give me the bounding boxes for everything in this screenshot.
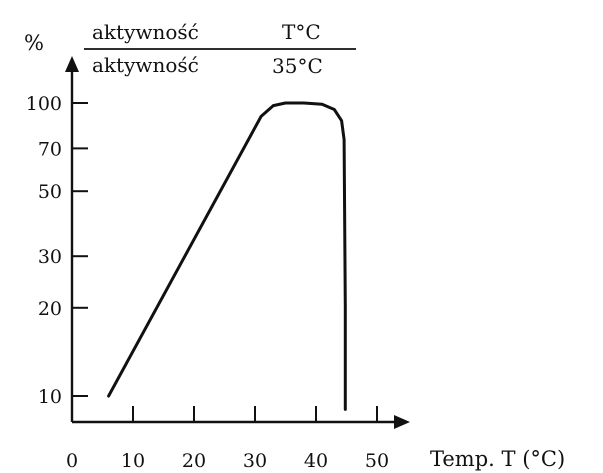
x-tick-label: 40 bbox=[304, 450, 328, 472]
data-point bbox=[107, 394, 110, 398]
data-point bbox=[259, 115, 263, 118]
data-point bbox=[344, 408, 347, 411]
x-axis-arrow bbox=[394, 415, 410, 429]
x-tick-label: 0 bbox=[66, 450, 78, 472]
x-axis-label: Temp. T (°C) bbox=[430, 447, 565, 471]
y-axis-label: % bbox=[24, 31, 44, 55]
fraction-denominator-right: 35°C bbox=[272, 54, 323, 78]
x-tick-label: 30 bbox=[243, 450, 267, 472]
x-tick-label: 10 bbox=[121, 450, 145, 472]
y-axis-arrow bbox=[65, 56, 79, 72]
y-tick-label: 100 bbox=[26, 93, 62, 115]
data-point bbox=[284, 101, 287, 105]
y-tick-label: 20 bbox=[38, 298, 62, 320]
y-tick-label: 30 bbox=[38, 246, 62, 268]
fraction-numerator-left: aktywność bbox=[92, 20, 199, 44]
data-point bbox=[272, 104, 275, 107]
series-line bbox=[107, 101, 347, 411]
x-tick-labels: 0 10 20 30 40 50 bbox=[66, 450, 389, 472]
data-point bbox=[333, 108, 336, 111]
x-tick-label: 50 bbox=[365, 450, 389, 472]
data-point bbox=[340, 119, 343, 122]
data-point bbox=[320, 103, 324, 106]
series-layer bbox=[107, 101, 347, 411]
y-tick-label: 10 bbox=[38, 386, 62, 408]
axes bbox=[65, 56, 410, 429]
fraction-denominator-left: aktywność bbox=[92, 53, 199, 77]
fraction-numerator-right: T°C bbox=[282, 20, 321, 44]
data-point bbox=[344, 306, 347, 309]
y-tick-label: 70 bbox=[38, 138, 62, 160]
data-point bbox=[342, 138, 346, 141]
y-axis-fraction-label: aktywność T°C aktywność 35°C bbox=[84, 20, 356, 78]
data-point bbox=[302, 101, 305, 105]
tick-marks bbox=[72, 102, 378, 422]
y-tick-labels: 10 20 30 50 70 100 bbox=[26, 93, 62, 408]
y-tick-label: 50 bbox=[38, 181, 62, 203]
x-tick-label: 20 bbox=[182, 450, 206, 472]
